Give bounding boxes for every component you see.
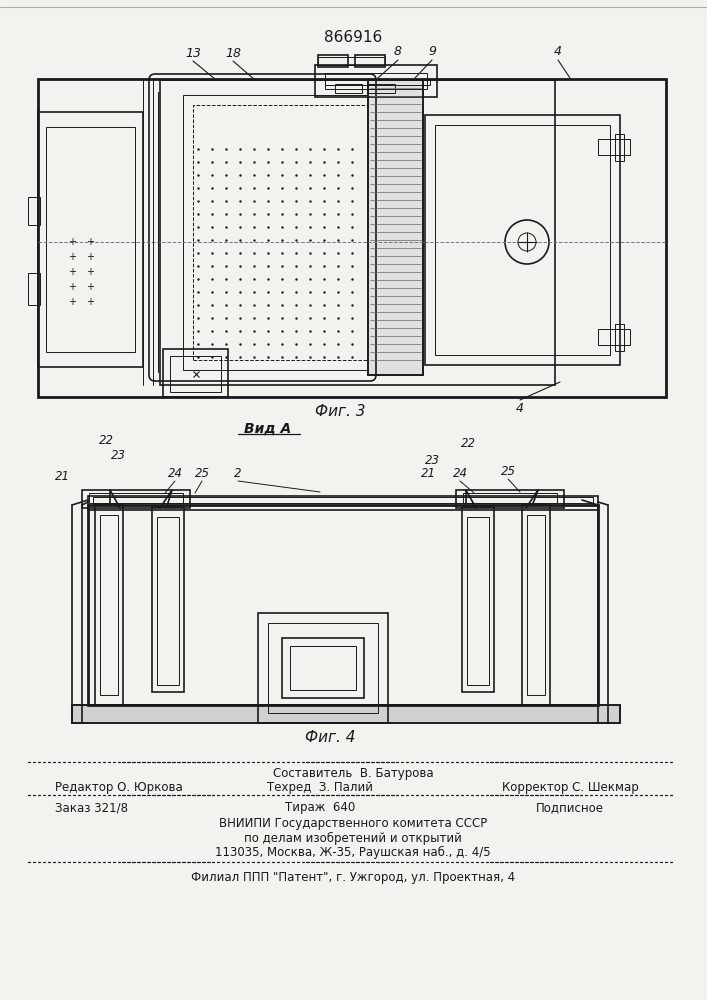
Text: 25: 25 [194,467,209,480]
Bar [268,623,378,713]
Text: +: + [68,267,76,277]
Bar [467,517,489,685]
Text: Техред  З. Палий: Техред З. Палий [267,780,373,794]
Text: 8: 8 [394,45,402,58]
Text: Тираж  640: Тираж 640 [285,802,355,814]
Text: 21: 21 [421,467,436,480]
Text: +: + [86,267,94,277]
Bar [282,638,364,698]
Text: Фиг. 3: Фиг. 3 [315,404,366,420]
Bar [72,705,620,723]
Text: +: + [68,297,76,307]
Bar [170,356,221,392]
Bar [38,79,666,397]
Bar [335,84,362,93]
Text: 2: 2 [234,467,242,480]
Text: +: + [86,297,94,307]
Bar [598,329,630,345]
Bar [163,349,228,397]
Text: Корректор С. Шекмар: Корректор С. Шекмар [502,780,638,794]
Text: 866916: 866916 [324,29,382,44]
Bar [193,105,378,360]
Bar [368,80,423,375]
Text: 23: 23 [424,454,440,467]
Text: Составитель  В. Батурова: Составитель В. Батурова [273,766,433,780]
Bar [89,493,183,503]
Bar [318,55,348,67]
Text: 22: 22 [460,437,476,450]
Bar [100,515,118,695]
Bar [615,324,624,351]
Bar [368,80,423,375]
Bar [598,139,630,155]
Bar [28,197,40,225]
Text: 113035, Москва, Ж-35, Раушская наб., д. 4/5: 113035, Москва, Ж-35, Раушская наб., д. … [215,845,491,859]
Bar [258,613,388,723]
Bar [522,505,550,705]
Text: 23: 23 [110,449,126,462]
Text: 4: 4 [554,45,562,58]
Bar [152,507,184,692]
Bar [456,490,564,508]
Bar [435,125,610,355]
Bar [46,127,135,352]
Text: 22: 22 [98,434,114,447]
Bar [315,65,437,97]
Bar [325,73,427,89]
Text: +: + [68,252,76,262]
Bar [183,95,388,370]
Text: +: + [68,282,76,292]
Bar [72,705,620,723]
Text: 24: 24 [452,467,467,480]
Text: +: + [68,237,76,247]
Bar [318,57,385,65]
Text: 4: 4 [516,402,524,415]
Bar [88,505,598,705]
Text: +: + [86,282,94,292]
Text: 13: 13 [185,47,201,60]
Bar [463,493,557,503]
Bar [290,646,356,690]
Text: +: + [86,237,94,247]
Bar [425,115,620,365]
Text: 18: 18 [225,47,241,60]
Text: 24: 24 [168,467,182,480]
Bar [615,134,624,161]
Bar [160,80,555,385]
Bar [527,515,545,695]
Bar [93,497,593,503]
Bar [368,84,395,93]
Text: 25: 25 [501,465,515,478]
Text: +: + [86,252,94,262]
Bar [38,112,143,367]
Text: Филиал ППП "Патент", г. Ужгород, ул. Проектная, 4: Филиал ППП "Патент", г. Ужгород, ул. Про… [191,871,515,884]
Bar [88,496,598,510]
Bar [355,55,385,67]
Text: ВНИИПИ Государственного комитета СССР: ВНИИПИ Государственного комитета СССР [219,818,487,830]
Bar [28,273,40,305]
Bar [82,490,190,508]
Text: Подписное: Подписное [536,802,604,814]
Text: Редактор О. Юркова: Редактор О. Юркова [55,780,182,794]
Text: по делам изобретений и открытий: по делам изобретений и открытий [244,831,462,845]
Text: 9: 9 [428,45,436,58]
Bar [325,80,430,85]
Text: Заказ 321/8: Заказ 321/8 [55,802,128,814]
Bar [157,517,179,685]
Bar [462,507,494,692]
Bar [95,505,123,705]
Text: Вид А: Вид А [245,422,291,436]
Text: 21: 21 [54,470,69,483]
Text: Фиг. 4: Фиг. 4 [305,730,355,744]
